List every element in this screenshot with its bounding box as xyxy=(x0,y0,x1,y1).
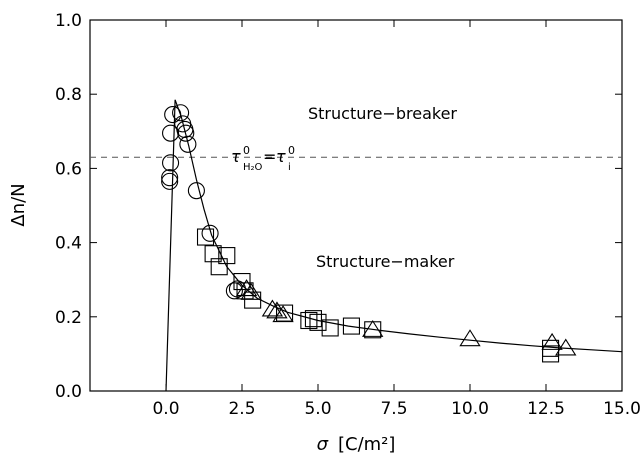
circle-marker xyxy=(187,182,205,200)
circle-marker xyxy=(172,104,190,122)
circle-marker xyxy=(177,124,195,142)
circle-marker xyxy=(164,106,182,124)
y-tick-label: 0.8 xyxy=(55,85,82,105)
y-axis-label: Δn/N xyxy=(8,183,29,226)
square-marker xyxy=(304,310,322,328)
threshold-sub-i: i xyxy=(288,162,291,173)
triangle-marker xyxy=(459,329,481,347)
triangle-marker xyxy=(272,305,294,323)
x-axis-unit: [C/m²] xyxy=(338,434,395,455)
threshold-equals: = xyxy=(263,147,276,166)
triangle-marker xyxy=(362,319,384,337)
square-marker xyxy=(233,273,251,291)
y-tick-label: 0.0 xyxy=(55,382,82,402)
circle-marker xyxy=(162,154,180,172)
x-tick-label: 0.0 xyxy=(152,399,179,419)
square-marker xyxy=(300,311,318,330)
x-axis-label: σ [C/m²] xyxy=(317,434,396,455)
y-tick-label: 0.4 xyxy=(55,234,82,254)
circle-marker xyxy=(179,135,197,153)
x-tick-label: 2.5 xyxy=(228,399,255,419)
y-tick-label: 1.0 xyxy=(55,11,82,31)
square-marker xyxy=(309,313,327,331)
circle-marker xyxy=(161,169,179,187)
annotation-structure-maker: Structure−maker xyxy=(316,252,455,271)
threshold-sup-water: 0 xyxy=(243,144,250,157)
threshold-tau-i: τ xyxy=(276,147,286,166)
x-tick-label: 15.0 xyxy=(603,399,641,419)
triangle-marker xyxy=(240,282,262,300)
x-tick-label: 12.5 xyxy=(527,399,565,419)
x-axis-symbol: σ xyxy=(317,434,329,455)
fit-curve-rise xyxy=(165,99,176,392)
fit-curve-decay xyxy=(174,99,623,353)
square-marker xyxy=(196,228,215,246)
square-marker xyxy=(244,291,262,309)
ticks xyxy=(90,19,623,392)
plot-frame xyxy=(89,19,623,392)
fit-curves xyxy=(165,99,623,392)
tick-labels: 0.0 2.5 5.0 7.5 10.0 12.5 15.0 0.0 0.2 0.4 0.6 0.8 1… xyxy=(55,11,641,419)
circle-marker xyxy=(201,224,219,242)
threshold-tau-water: τ xyxy=(231,147,241,166)
threshold-sub-water: H₂O xyxy=(243,162,263,173)
triangle-marker xyxy=(541,332,563,350)
y-tick-label: 0.2 xyxy=(55,308,82,328)
annotation-threshold: τ 0 H₂O = τ 0 i xyxy=(231,144,295,173)
triangle-marker xyxy=(261,299,284,317)
annotation-structure-breaker: Structure−breaker xyxy=(308,104,457,123)
y-tick-label: 0.6 xyxy=(55,159,82,179)
triangle-marker xyxy=(235,279,258,297)
x-tick-label: 10.0 xyxy=(451,399,489,419)
triangle-marker xyxy=(555,338,577,356)
circle-marker xyxy=(161,172,179,190)
square-marker xyxy=(218,247,236,265)
x-tick-label: 7.5 xyxy=(380,399,407,419)
data-markers xyxy=(161,104,577,363)
square-marker xyxy=(342,317,360,335)
triangle-marker xyxy=(266,301,288,319)
threshold-sup-i: 0 xyxy=(288,144,295,157)
square-marker xyxy=(204,245,222,263)
x-tick-label: 5.0 xyxy=(304,399,331,419)
circle-marker xyxy=(162,124,180,142)
square-marker xyxy=(321,319,339,337)
